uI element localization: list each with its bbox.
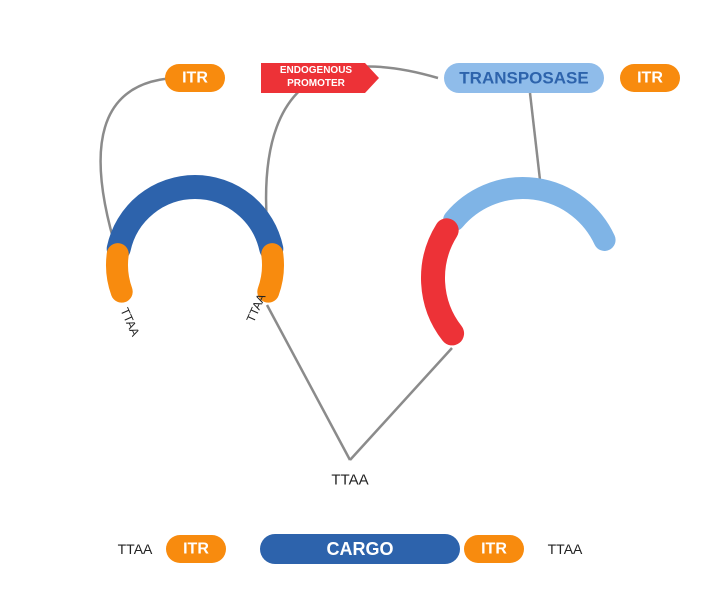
ttaa-bottom-left: TTAA [118,541,153,557]
itr-label-bottom-left: ITR [183,541,209,558]
promoter-label-line1: ENDOGENOUS [280,65,353,76]
plasmid-left-itr-left [117,254,122,292]
itr-label-top-left: ITR [182,70,208,87]
ttaa-bottom-right: TTAA [548,541,583,557]
cargo-label: CARGO [327,539,394,559]
transposase-label: TRANSPOSASE [459,69,588,88]
ttaa-center-label: TTAA [331,471,368,488]
itr-label-top-right: ITR [637,70,663,87]
plasmid-left-itr-right [268,254,273,292]
itr-label-bottom-right: ITR [481,541,507,558]
promoter-label-line2: PROMOTER [287,78,346,89]
